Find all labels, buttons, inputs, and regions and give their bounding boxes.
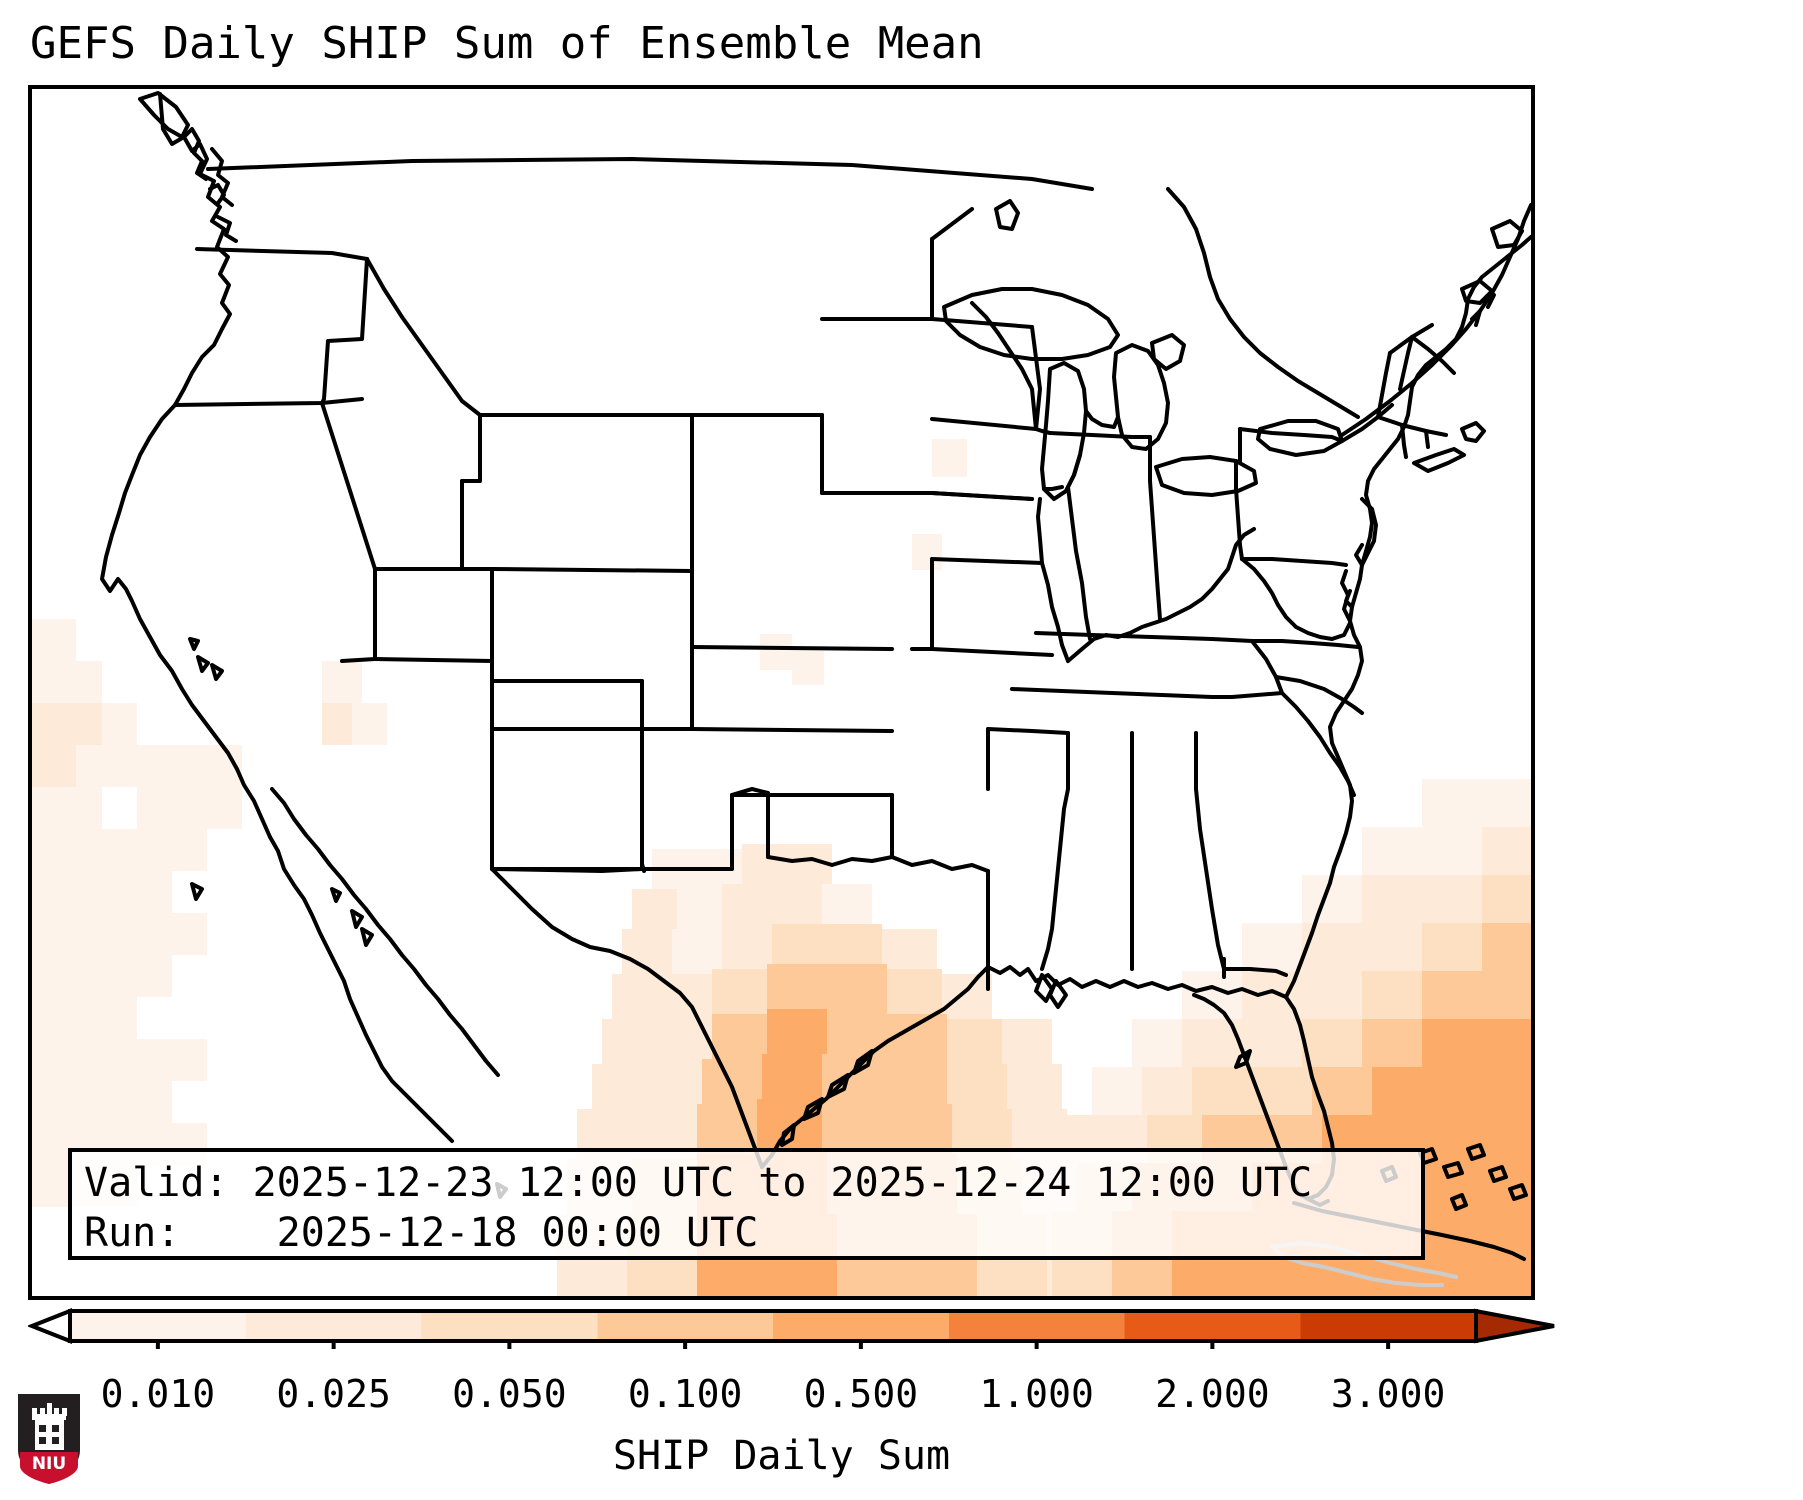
map-outlines (100, 91, 1531, 1287)
run-time-line: Run: 2025-12-18 00:00 UTC (84, 1210, 759, 1256)
colorbar-segment (1124, 1311, 1301, 1341)
colorbar-tick-label: 0.010 (100, 1372, 216, 1416)
colorbar-ticks (155, 1341, 1391, 1349)
colorbar-segment (245, 1311, 423, 1341)
niu-wordmark: NIU (32, 1454, 66, 1474)
colorbar-tick-label: 2.000 (1155, 1372, 1270, 1416)
colorbar-segment (948, 1311, 1126, 1341)
colorbar-tick-label: 0.100 (627, 1372, 743, 1416)
forecast-info-box: Valid: 2025-12-23 12:00 UTC to 2025-12-2… (68, 1148, 1425, 1260)
colorbar-tick-label: 3.000 (1330, 1372, 1446, 1416)
map-clip (32, 89, 1531, 1296)
page-title: GEFS Daily SHIP Sum of Ensemble Mean (30, 18, 984, 69)
colorbar-extend-high (1474, 1308, 1555, 1344)
map-axes: Valid: 2025-12-23 12:00 UTC to 2025-12-2… (28, 85, 1535, 1300)
niu-logo: NIU (18, 1394, 80, 1484)
niu-castle-windows (39, 1425, 59, 1444)
colorbar-axis-label: SHIP Daily Sum (612, 1433, 951, 1479)
colorbar-tick-label: 0.050 (452, 1372, 567, 1416)
colorbar-tick-label: 0.025 (276, 1372, 391, 1416)
colorbar-tick-label: 0.500 (803, 1372, 919, 1416)
colorbar-tick-labels: 0.010 0.025 0.050 0.100 0.500 1.000 2.000 3.000 (0, 1372, 1803, 1422)
colorbar-segment (1300, 1311, 1477, 1341)
colorbar-tick-label: 1.000 (979, 1372, 1094, 1416)
colorbar-extend-low (28, 1308, 72, 1344)
niu-red-band (20, 1452, 78, 1484)
colorbar-segment (597, 1311, 774, 1341)
valid-time-line: Valid: 2025-12-23 12:00 UTC to 2025-12-2… (84, 1160, 1313, 1206)
colorbar (28, 1307, 1558, 1349)
colorbar-swatches (28, 1308, 1555, 1349)
colorbar-segment (773, 1311, 950, 1341)
colorbar-segment (70, 1311, 247, 1341)
colorbar-segment (421, 1311, 598, 1341)
colorbar-frame (68, 1309, 1478, 1343)
